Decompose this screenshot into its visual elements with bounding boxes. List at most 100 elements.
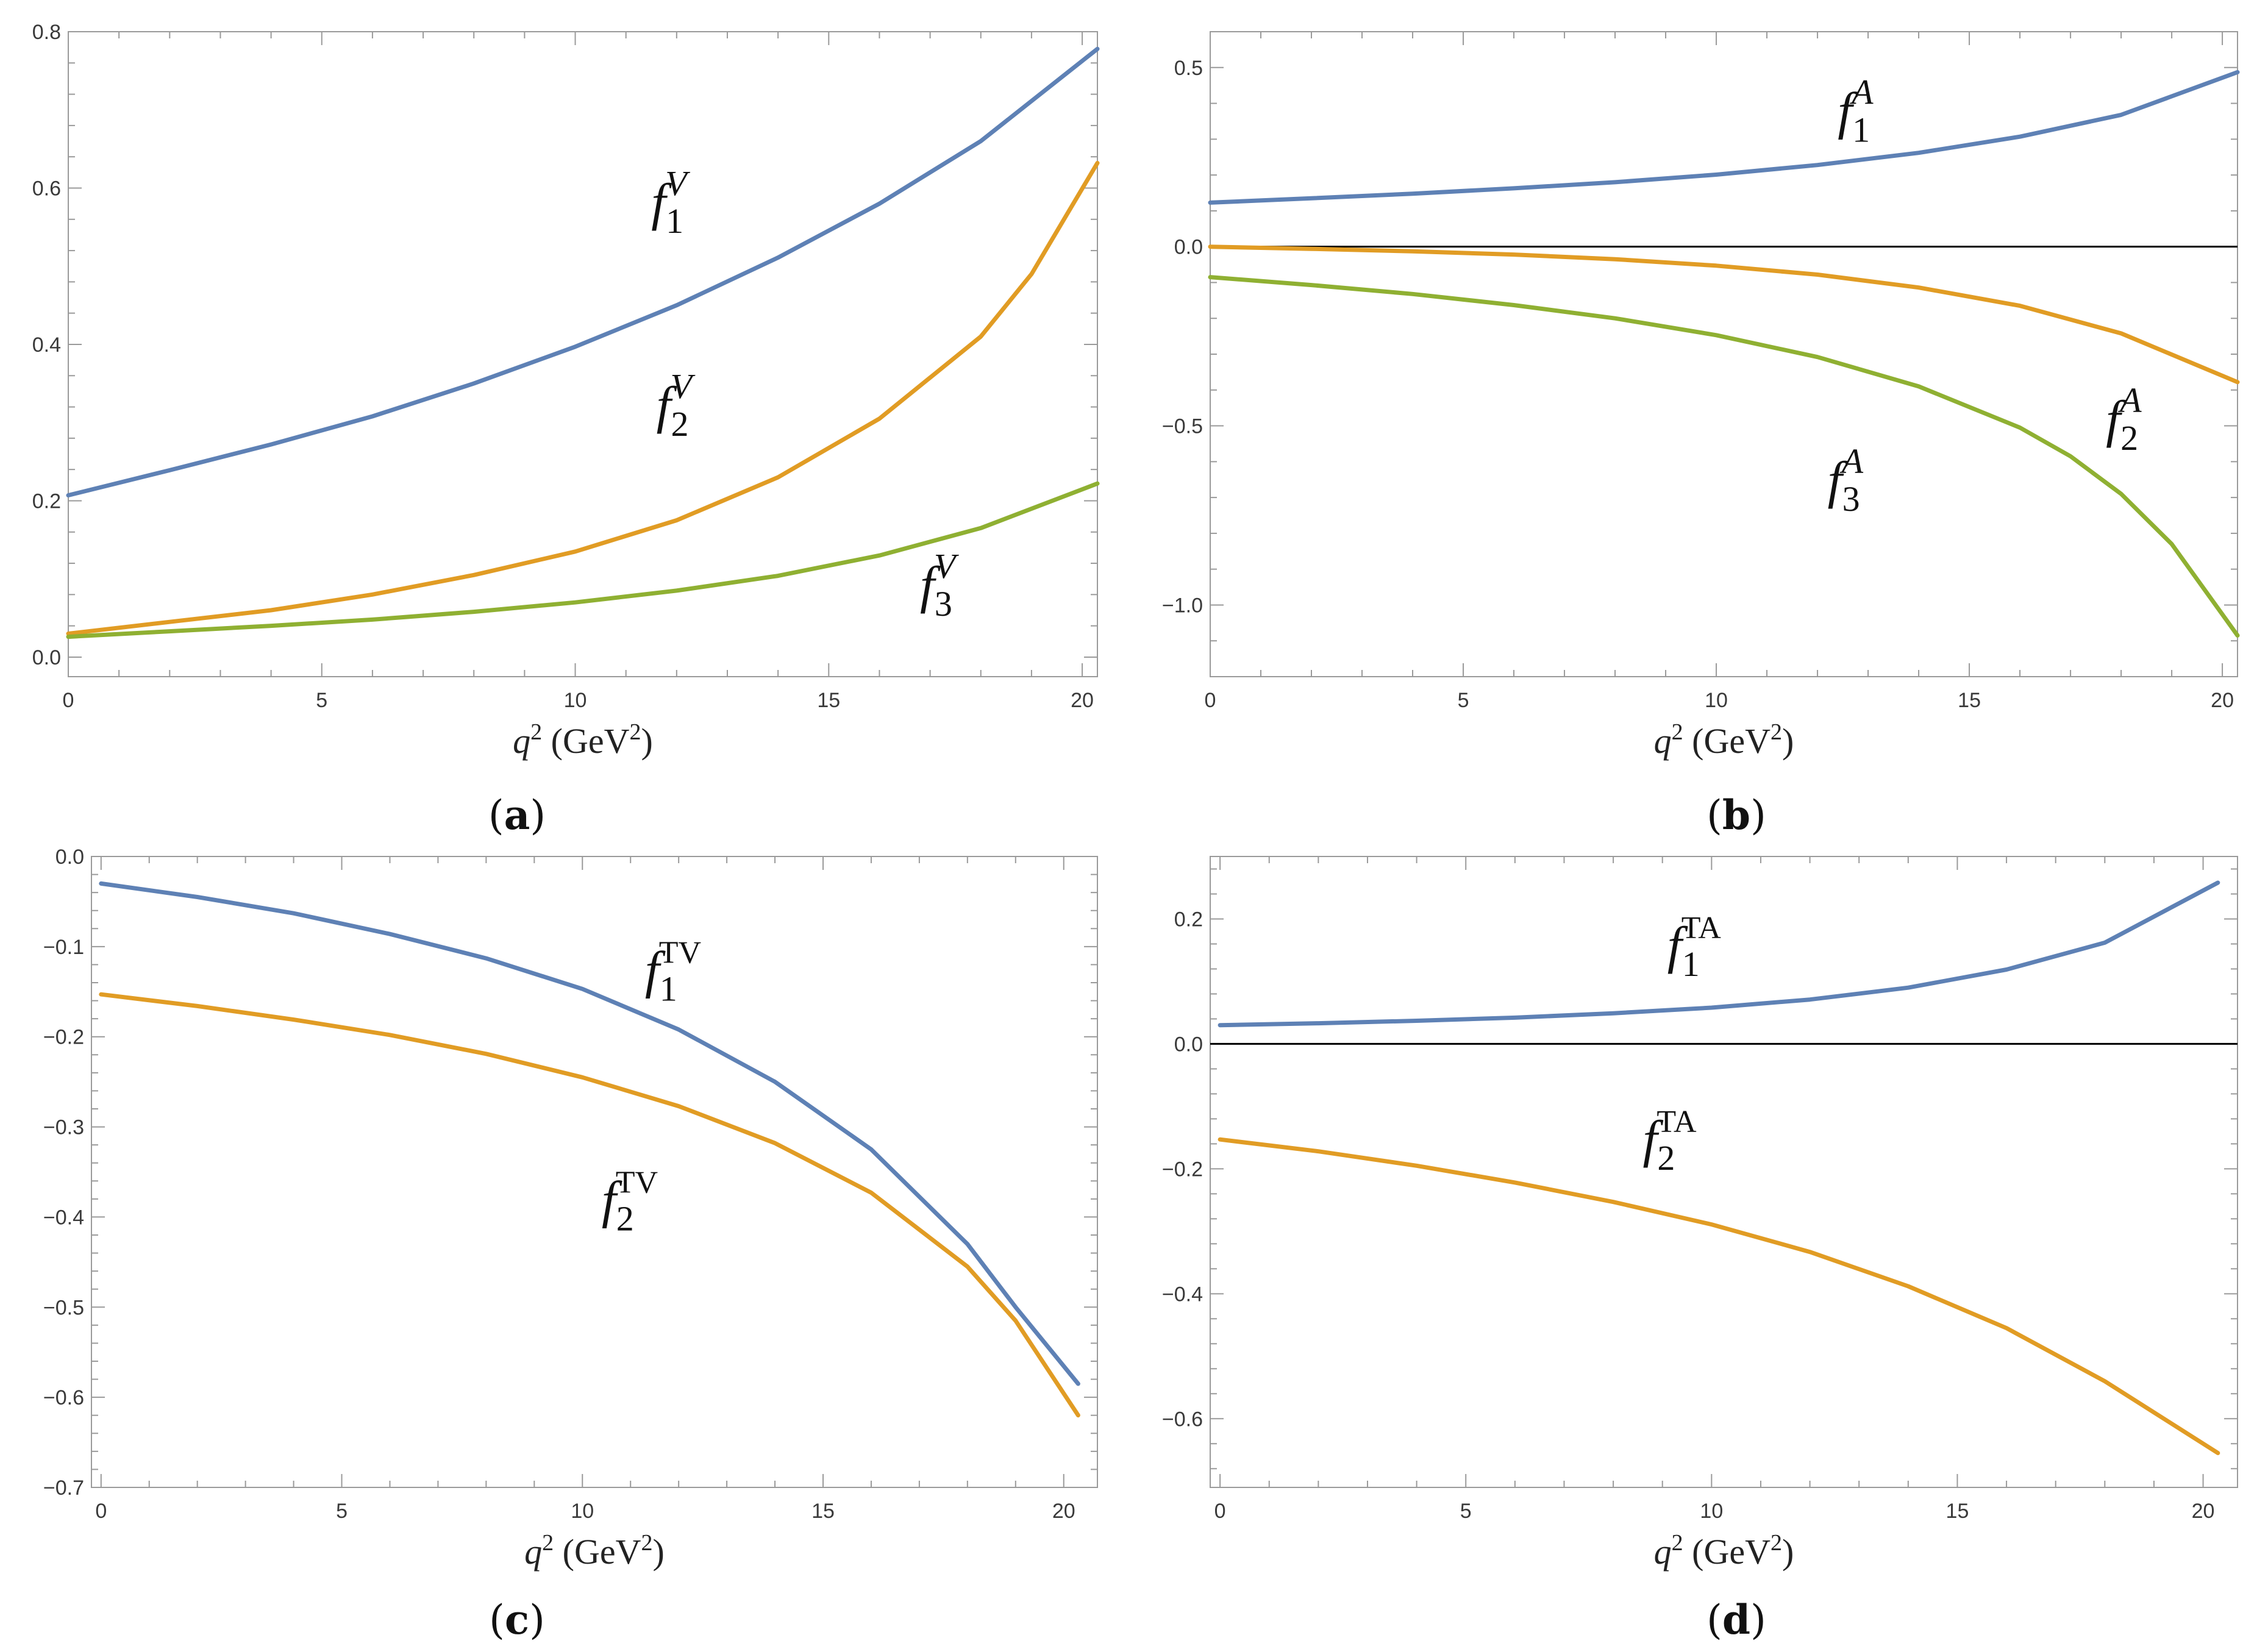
y-tick-label: −0.2 <box>43 1026 84 1049</box>
series-label-subscript: 2 <box>671 404 688 444</box>
series-label-subscript: 1 <box>1852 110 1870 150</box>
x-axis-exp: 2 <box>542 1530 554 1556</box>
x-tick-label: 15 <box>1958 689 1981 712</box>
x-tick-label: 20 <box>1071 689 1094 712</box>
plot-frame <box>68 31 1098 677</box>
series-label-f2A: f2A <box>2106 380 2142 458</box>
x-axis-unit-exp: 2 <box>1771 1530 1782 1556</box>
y-tick-label: −0.6 <box>43 1386 84 1409</box>
x-tick-label: 10 <box>564 689 587 712</box>
series-line-f1TV <box>99 881 1080 1386</box>
caption-close: ) <box>530 792 546 839</box>
series-line-f2TA <box>1218 1137 2220 1456</box>
x-tick-label: 20 <box>1052 1500 1075 1523</box>
series-label-f3A: f3A <box>1828 441 1864 519</box>
x-axis-unit: (GeV <box>554 1532 641 1572</box>
y-tick-label: −0.7 <box>43 1476 84 1500</box>
x-axis-unit-exp: 2 <box>641 1530 653 1556</box>
x-axis-var: q <box>1654 1532 1672 1572</box>
series-label-f2TA: f2TA <box>1642 1105 1697 1178</box>
x-tick-label: 5 <box>1458 689 1469 712</box>
series-label-f1TV: f1TV <box>645 935 701 1008</box>
series-label-subscript: 1 <box>666 201 683 241</box>
y-tick-label: 0.5 <box>1174 57 1203 80</box>
y-tick-label: 0.4 <box>32 333 61 357</box>
x-axis-exp: 2 <box>1672 719 1683 745</box>
panel-c: 0 5 10 15 20 −0.7 −0.6 −0.5 −0.4 −0.3 −0.2 −0.1 0.0 f… <box>43 846 1098 1643</box>
series-label-f1V: f1V <box>651 163 691 241</box>
series-label-f3V: f3V <box>920 546 960 624</box>
caption-open: ( <box>1706 792 1722 839</box>
x-axis-unit: (GeV <box>1683 1532 1771 1572</box>
panel-caption-c: (c) <box>489 1596 545 1643</box>
panel-caption-b: (b) <box>1706 791 1766 839</box>
x-tick-label: 5 <box>336 1500 348 1523</box>
x-tick-label: 0 <box>1205 689 1216 712</box>
x-axis-title: q2 (GeV2) <box>1654 1530 1794 1572</box>
series-line-f3V <box>66 481 1100 639</box>
x-axis-unit-close: ) <box>1782 721 1794 761</box>
y-tick-label: 0.8 <box>32 21 61 44</box>
y-tick-label: −0.2 <box>1162 1158 1203 1181</box>
y-tick-label: −0.4 <box>1162 1283 1203 1306</box>
series-line-f3A <box>1208 275 2240 638</box>
x-axis-title: q2 (GeV2) <box>524 1530 665 1572</box>
x-axis-var: q <box>1654 721 1672 761</box>
series-line-f1A <box>1208 69 2240 205</box>
x-axis-var: q <box>524 1532 542 1572</box>
series-label-superscript: V <box>670 366 696 406</box>
y-tick-label: 0.6 <box>32 177 61 200</box>
x-axis-unit-close: ) <box>653 1532 665 1572</box>
series-label-subscript: 2 <box>2120 418 2138 458</box>
series-line-f1TA <box>1218 880 2220 1028</box>
x-axis-unit: (GeV <box>542 721 629 761</box>
caption-letter: c <box>505 1596 529 1643</box>
series-label-subscript: 2 <box>1657 1138 1675 1178</box>
y-tick-label: 0.2 <box>32 490 61 513</box>
series-label-superscript: TV <box>616 1165 658 1200</box>
series-line-f2TV <box>99 992 1080 1418</box>
x-tick-label: 15 <box>1946 1500 1969 1523</box>
series-label-f2V: f2V <box>657 366 696 444</box>
series-label-superscript: TA <box>1656 1105 1697 1139</box>
x-tick-label: 15 <box>811 1500 835 1523</box>
series-label-f1A: f1A <box>1838 73 1874 150</box>
panel-caption-d: (d) <box>1706 1596 1766 1643</box>
series-line-f1V <box>66 46 1100 497</box>
series-label-superscript: A <box>2117 380 2142 420</box>
x-axis-title: q2 (GeV2) <box>1654 719 1794 761</box>
x-tick-label: 0 <box>95 1500 107 1523</box>
x-axis-unit-exp: 2 <box>1771 719 1782 745</box>
x-axis-exp: 2 <box>1672 1530 1683 1556</box>
caption-open: ( <box>489 1597 505 1643</box>
x-axis-unit-close: ) <box>1782 1532 1794 1572</box>
x-tick-label: 10 <box>1700 1500 1723 1523</box>
series-label-subscript: 3 <box>935 584 952 624</box>
x-tick-label: 10 <box>571 1500 594 1523</box>
y-tick-label: −0.5 <box>1162 415 1203 438</box>
series-label-superscript: A <box>1849 73 1874 112</box>
caption-open: ( <box>488 792 504 839</box>
series-line-f2A <box>1208 244 2240 385</box>
x-axis-unit: (GeV <box>1683 721 1771 761</box>
y-tick-label: −1.0 <box>1162 594 1203 617</box>
x-axis-exp: 2 <box>530 719 542 745</box>
caption-letter: d <box>1722 1596 1750 1643</box>
series-label-subscript: 3 <box>1842 479 1860 519</box>
x-tick-label: 5 <box>1460 1500 1472 1523</box>
y-tick-label: −0.4 <box>43 1206 84 1229</box>
plot-frame <box>1210 856 2238 1488</box>
x-tick-label: 15 <box>817 689 840 712</box>
caption-close: ) <box>1750 792 1766 839</box>
y-tick-label: −0.3 <box>43 1116 84 1139</box>
x-axis-unit-close: ) <box>641 721 653 761</box>
series-label-subscript: 1 <box>1682 944 1700 984</box>
caption-letter: a <box>504 791 530 839</box>
series-label-subscript: 1 <box>660 969 677 1008</box>
y-tick-label: 0.2 <box>1174 908 1203 931</box>
x-axis-title: q2 (GeV2) <box>513 719 653 761</box>
x-axis-unit-exp: 2 <box>630 719 641 745</box>
